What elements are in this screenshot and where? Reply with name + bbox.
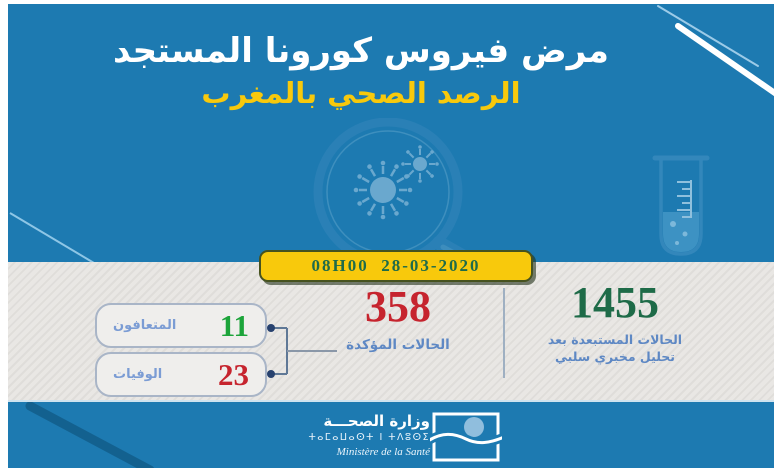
excluded-label-line1: الحالات المستبعدة بعد [547,332,683,348]
page-title: مرض فيروس كورونا المستجد الرصد الصحي بال… [8,30,714,110]
footer-section: وزارة الصحـــة ⵜⴰⵎⴰⵡⴰⵙⵜ ⵏ ⵜⴷⵓⵙⵉ Ministèr… [8,400,774,468]
deaths-value: 23 [218,357,249,392]
title-line-monitoring: الرصد الصحي بالمغرب [201,75,521,110]
excluded-value: 1455 [571,278,659,327]
excluded-label-line2: تحليل مخبري سلبي [555,349,675,365]
confirmed-stat: 358 الحالات المؤكدة [298,282,498,354]
virus-icon-small [401,145,439,183]
ministry-name-french: Ministère de la Santé [336,445,430,458]
excluded-label: الحالات المستبعدة بعد تحليل مخبري سلبي [516,332,714,366]
ministry-name-arabic: وزارة الصحـــة [323,412,430,430]
test-tube-icon [652,155,710,256]
footer-diagonal-decoration [25,402,155,468]
connector-bracket [267,324,337,378]
title-line-disease: مرض فيروس كورونا المستجد [113,31,609,71]
stats-divider [503,288,505,378]
stats-section: المتعافون 11 الوفيات 23 358 الحالات المؤ… [8,262,774,400]
excluded-stat: 1455 الحالات المستبعدة بعد تحليل مخبري س… [516,278,714,366]
recovered-value: 11 [219,308,249,343]
date-banner-text: 08H00 28-03-2020 [311,256,481,275]
deaths-stat-box: الوفيات 23 [95,352,267,397]
header-section: مرض فيروس كورونا المستجد الرصد الصحي بال… [8,4,774,262]
confirmed-label: الحالات المؤكدة [346,337,450,354]
ministry-name-tifinagh: ⵜⴰⵎⴰⵡⴰⵙⵜ ⵏ ⵜⴷⵓⵙⵉ [308,431,430,443]
recovered-stat-box: المتعافون 11 [95,303,267,348]
recovered-label: المتعافون [113,318,177,333]
ministry-name-block: وزارة الصحـــة ⵜⴰⵎⴰⵡⴰⵙⵜ ⵏ ⵜⴷⵓⵙⵉ Ministèr… [248,413,430,458]
virus-icon-large [353,160,413,220]
deaths-label: الوفيات [113,367,163,382]
ministry-logo-icon [430,412,502,462]
left-diagonal-decoration [9,212,95,264]
top-right-diagonal-decoration [657,5,780,101]
confirmed-value: 358 [365,282,431,331]
date-banner: 08H00 28-03-2020 [259,250,533,282]
